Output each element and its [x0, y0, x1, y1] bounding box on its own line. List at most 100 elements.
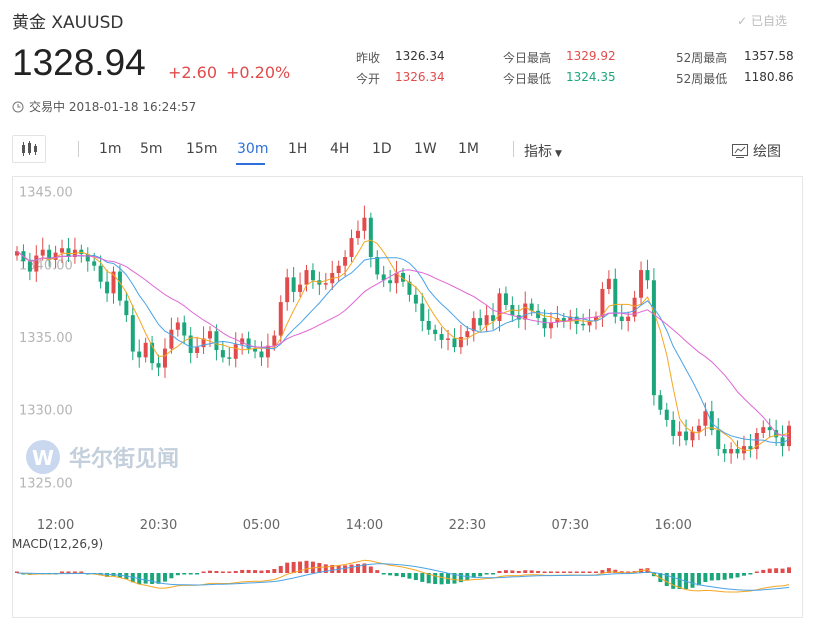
- macd-histogram-bar: [729, 573, 734, 579]
- candle-body: [233, 344, 238, 359]
- candle-body: [639, 270, 644, 298]
- macd-histogram-bar: [413, 573, 418, 581]
- macd-histogram-bar: [420, 573, 425, 582]
- open-value: 1326.34: [395, 70, 445, 84]
- candle-body: [690, 431, 695, 441]
- candle-body: [465, 331, 470, 337]
- macd-histogram-bar: [619, 571, 624, 573]
- macd-histogram-bar: [491, 573, 496, 575]
- price-chart[interactable]: W 华尔街见闻 1345.00 1340.00 1335.00 1330.00 1325.0…: [12, 177, 802, 617]
- candle-body: [137, 351, 142, 358]
- macd-histogram-bar: [220, 571, 225, 573]
- macd-histogram-bar: [484, 573, 489, 575]
- interval-tab-1m[interactable]: 1M: [458, 141, 479, 157]
- interval-tab-15m[interactable]: 15m: [186, 141, 218, 157]
- candle-body: [208, 331, 212, 339]
- interval-tab-5m[interactable]: 5m: [140, 141, 163, 157]
- candle-body: [426, 321, 431, 330]
- indicators-dropdown[interactable]: 指标 ▼: [524, 141, 562, 161]
- candle-body: [143, 342, 148, 358]
- candle-body: [220, 350, 225, 358]
- day-low-value: 1324.35: [566, 70, 616, 84]
- x-tick-label: 12:00: [37, 518, 74, 533]
- candle-body: [304, 270, 309, 285]
- macd-histogram-bar: [175, 573, 180, 576]
- candle-body: [452, 338, 457, 348]
- macd-histogram-bar: [516, 570, 521, 573]
- macd-histogram-bar: [253, 570, 258, 573]
- macd-histogram-bar: [323, 564, 328, 573]
- chart-area[interactable]: W 华尔街见闻 1345.00 1340.00 1335.00 1330.00 1325.0…: [12, 176, 803, 618]
- macd-histogram-bar: [214, 571, 219, 573]
- candle-body: [343, 257, 348, 266]
- candle-body: [471, 318, 476, 332]
- x-tick-label: 14:00: [346, 518, 383, 533]
- macd-histogram-bar: [594, 571, 598, 573]
- candle-body: [729, 449, 734, 454]
- macd-histogram-bar: [690, 573, 695, 588]
- candle-body: [632, 297, 637, 317]
- y-tick-label: 1335.00: [19, 331, 73, 346]
- macd-histogram-bar: [310, 561, 315, 573]
- candle-body: [92, 261, 97, 266]
- macd-histogram-bar: [355, 564, 360, 573]
- macd-histogram-bar: [671, 573, 676, 589]
- candle-body: [484, 315, 489, 326]
- macd-histogram-bar: [754, 571, 759, 573]
- candle-body: [491, 315, 496, 321]
- open-label: 今开: [356, 72, 381, 86]
- macd-histogram-bar: [291, 561, 296, 573]
- candle-body: [66, 248, 71, 257]
- macd-histogram-bar: [304, 560, 309, 573]
- interval-tab-1m[interactable]: 1m: [99, 141, 122, 157]
- macd-histogram-bar: [561, 571, 566, 573]
- candle-body: [130, 315, 135, 352]
- interval-tab-1d[interactable]: 1D: [372, 141, 392, 157]
- interval-tab-1w[interactable]: 1W: [414, 141, 437, 157]
- candle-body: [645, 270, 650, 281]
- last-price: 1328.94: [12, 42, 146, 83]
- candle-body: [278, 302, 283, 336]
- candle-body: [658, 395, 663, 410]
- interval-tab-30m[interactable]: 30m: [237, 141, 269, 157]
- candle-body: [594, 316, 598, 321]
- macd-histogram-bar: [240, 569, 245, 573]
- candle-body: [561, 318, 566, 321]
- macd-histogram-bar: [143, 573, 148, 584]
- candle-body: [394, 273, 399, 284]
- draw-button[interactable]: 绘图: [732, 141, 781, 161]
- candle-body: [117, 271, 122, 301]
- candle-body: [433, 329, 438, 335]
- candle-body: [253, 348, 258, 352]
- macd-histogram-bar: [787, 567, 791, 573]
- macd-histogram-bar: [780, 568, 785, 573]
- x-tick-label: 05:00: [243, 518, 280, 533]
- candle-body: [381, 274, 386, 281]
- candle-body: [272, 335, 277, 346]
- interval-tab-1h[interactable]: 1H: [288, 141, 308, 157]
- macd-histogram-bar: [548, 571, 553, 573]
- chart-toolbar: 1m 5m 15m 30m 1H 4H 1D 1W 1M 指标 ▼ 绘图: [12, 133, 800, 167]
- candle-body: [27, 261, 32, 272]
- day-high-label: 今日最高: [503, 51, 552, 65]
- macd-histogram-bar: [388, 573, 393, 576]
- interval-tab-4h[interactable]: 4H: [330, 141, 350, 157]
- macd-histogram-bar: [696, 573, 701, 586]
- follow-button[interactable]: ✓ 已自选: [737, 12, 787, 29]
- ma-short-line: [16, 239, 790, 451]
- day-low-label: 今日最低: [503, 72, 552, 86]
- chart-type-button[interactable]: [12, 135, 46, 163]
- candle-body: [291, 277, 296, 292]
- candle-body: [105, 281, 110, 294]
- macd-histogram-bar: [439, 573, 444, 585]
- macd-histogram-bar: [677, 573, 682, 589]
- week52-low-label: 52周最低: [676, 72, 728, 86]
- macd-dif-line: [16, 559, 790, 593]
- macd-histogram-bar: [401, 573, 405, 578]
- macd-histogram-bar: [227, 571, 232, 573]
- candle-body: [767, 427, 772, 431]
- macd-histogram-bar: [433, 573, 438, 585]
- macd-histogram-bar: [503, 570, 508, 573]
- y-tick-label: 1345.00: [19, 186, 73, 201]
- macd-histogram-bar: [182, 573, 187, 575]
